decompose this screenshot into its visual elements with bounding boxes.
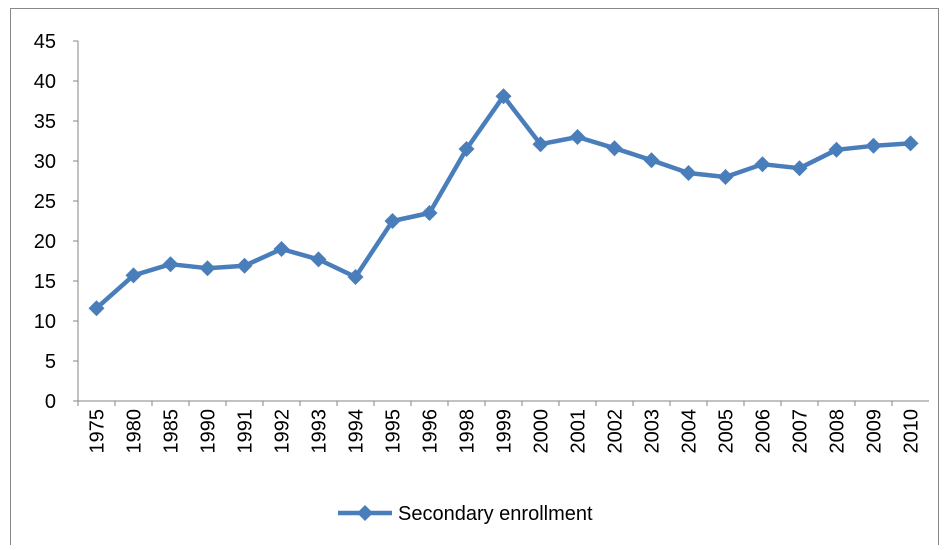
point-marker (717, 169, 734, 185)
y-tick-label: 40 (34, 71, 56, 93)
y-tick-label: 15 (34, 271, 56, 293)
x-tick-label: 2010 (901, 409, 923, 454)
point-marker (902, 135, 919, 152)
y-tick-label: 35 (34, 111, 56, 133)
x-tick-label: 1990 (198, 409, 220, 454)
x-tick-label: 2004 (679, 409, 701, 454)
y-tick-label: 0 (45, 391, 56, 413)
point-marker (532, 136, 549, 153)
x-tick-label: 2007 (790, 409, 812, 454)
x-tick-label: 1985 (161, 409, 183, 454)
point-marker (791, 160, 808, 177)
point-marker (347, 269, 364, 285)
chart-frame (10, 8, 939, 550)
x-tick-label: 1994 (346, 409, 368, 454)
y-tick-label: 10 (34, 311, 56, 333)
legend-label: Secondary enrollment (398, 503, 593, 525)
x-tick-label: 2002 (605, 409, 627, 454)
y-tick-label: 30 (34, 151, 56, 173)
point-marker (162, 256, 179, 273)
x-tick-label: 2000 (531, 409, 553, 454)
y-tick-label: 20 (34, 231, 56, 253)
x-tick-label: 1995 (383, 409, 405, 454)
point-marker (273, 241, 290, 257)
x-tick-label: 1999 (494, 409, 516, 454)
x-tick-label: 1992 (272, 409, 294, 454)
x-tick-label: 2008 (827, 409, 849, 454)
point-marker (680, 165, 697, 181)
point-marker (865, 137, 882, 154)
point-marker (421, 205, 438, 221)
y-tick-label: 45 (34, 31, 56, 53)
x-tick-label: 1998 (457, 409, 479, 454)
point-marker (828, 141, 845, 158)
point-marker (495, 88, 512, 105)
legend-marker (357, 505, 373, 521)
point-marker (569, 129, 586, 145)
point-marker (458, 141, 475, 157)
point-marker (125, 267, 142, 284)
x-tick-label: 2006 (753, 409, 775, 454)
y-tick-label: 5 (45, 351, 56, 373)
point-marker (754, 156, 771, 173)
point-marker (88, 300, 105, 317)
point-marker (199, 260, 216, 277)
x-tick-label: 2003 (642, 409, 664, 454)
point-marker (643, 152, 660, 169)
point-marker (606, 140, 623, 157)
point-marker (236, 257, 253, 274)
x-tick-label: 1993 (309, 409, 331, 454)
x-tick-label: 2001 (568, 409, 590, 454)
x-tick-label: 1996 (420, 409, 442, 454)
x-tick-label: 2009 (864, 409, 886, 454)
y-tick-label: 25 (34, 191, 56, 213)
x-tick-label: 1991 (235, 409, 257, 454)
point-marker (310, 251, 327, 268)
point-marker (384, 213, 401, 229)
x-tick-label: 1975 (87, 409, 109, 454)
x-tick-label: 1980 (124, 409, 146, 454)
x-tick-label: 2005 (716, 409, 738, 454)
